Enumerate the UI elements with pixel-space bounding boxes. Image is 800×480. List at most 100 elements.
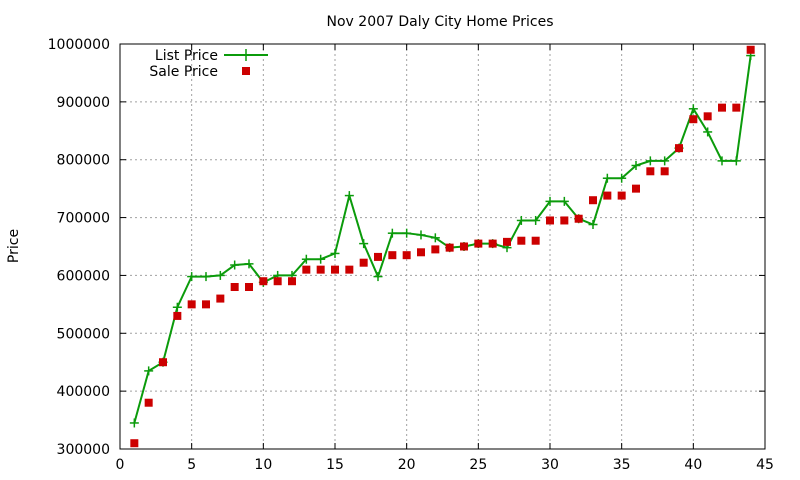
plot-frame <box>119 43 766 450</box>
y-tick-label: 500000 <box>57 326 110 342</box>
sale-price-point <box>560 216 569 225</box>
list-price-point <box>588 220 598 230</box>
sale-price-point <box>632 184 640 193</box>
list-price-point <box>316 254 326 264</box>
sale-price-point <box>259 277 268 286</box>
sale-price-point <box>503 237 511 246</box>
list-price-point <box>387 228 397 238</box>
y-tick-label: 300000 <box>57 442 110 458</box>
y-tick-label: 600000 <box>57 268 110 284</box>
list-price-point <box>545 196 555 206</box>
series-list-price <box>129 51 756 428</box>
list-price-point <box>645 156 655 166</box>
list-price-point <box>430 233 440 243</box>
sale-price-point <box>288 277 296 286</box>
sale-price-point <box>316 265 325 274</box>
sale-price-point <box>689 115 698 124</box>
x-tick-label: 15 <box>326 457 344 473</box>
x-tick-label: 45 <box>756 457 774 473</box>
x-tick-label: 0 <box>116 457 125 473</box>
list-price-line <box>133 55 752 424</box>
sale-price-point <box>746 45 755 54</box>
sale-price-point <box>474 239 483 248</box>
sale-price-point <box>345 265 354 274</box>
list-price-point <box>617 173 627 183</box>
list-price-point <box>731 156 741 166</box>
y-tick-label: 1000000 <box>48 37 110 53</box>
legend-label-list-price: List Price <box>155 48 218 64</box>
sale-price-point <box>173 311 182 320</box>
list-price-point <box>416 230 426 240</box>
y-axis-label: Price <box>6 229 22 263</box>
sale-price-point <box>488 239 497 248</box>
list-price-point <box>330 248 340 258</box>
sale-price-point <box>617 191 626 200</box>
list-price-point <box>531 215 541 225</box>
list-price-point <box>244 259 254 269</box>
sale-price-point <box>445 243 454 252</box>
list-price-point <box>660 156 670 166</box>
list-price-point <box>301 254 311 264</box>
sale-price-point <box>245 283 253 291</box>
legend-marker-list-price <box>240 49 252 61</box>
x-tick-label: 25 <box>469 457 487 473</box>
sale-price-point <box>732 103 741 112</box>
sale-price-point <box>646 167 655 176</box>
sale-price-point <box>202 300 210 309</box>
chart-title: Nov 2007 Daly City Home Prices <box>327 14 554 30</box>
legend-label-sale-price: Sale Price <box>149 64 218 80</box>
sale-price-point <box>187 300 196 309</box>
sale-price-point <box>230 283 239 291</box>
x-tick-label: 10 <box>254 457 272 473</box>
list-price-point <box>215 270 225 280</box>
sale-price-point <box>531 236 540 245</box>
axis-ticks <box>119 43 766 450</box>
grid <box>120 44 765 449</box>
x-tick-label: 20 <box>398 457 416 473</box>
x-tick-label: 30 <box>541 457 559 473</box>
sale-price-point <box>374 252 382 261</box>
x-tick-label: 5 <box>187 457 196 473</box>
sale-price-point <box>273 277 282 286</box>
list-price-point <box>688 104 698 114</box>
sale-price-point <box>703 112 712 121</box>
list-price-point <box>373 272 383 282</box>
y-tick-label: 400000 <box>57 384 110 400</box>
sale-price-point <box>603 191 612 200</box>
y-tick-label: 700000 <box>57 211 110 227</box>
tick-labels: 0 5 10 15 20 25 30 35 40 45 300000 400000 500000 6000… <box>48 37 774 473</box>
sale-price-point <box>359 258 368 267</box>
list-price-point <box>187 272 197 282</box>
list-price-point <box>717 156 727 166</box>
series <box>129 45 756 448</box>
sale-price-point <box>460 242 468 251</box>
sale-price-point <box>388 251 397 260</box>
list-price-point <box>230 260 240 270</box>
sale-price-point <box>159 358 167 367</box>
legend: List Price Sale Price <box>149 48 268 80</box>
list-price-point <box>144 366 154 376</box>
sale-price-point <box>517 236 526 245</box>
list-price-point <box>631 161 641 170</box>
list-price-point <box>201 272 211 282</box>
list-price-point <box>602 173 612 183</box>
sale-price-point <box>417 248 425 257</box>
sale-price-point <box>216 294 225 303</box>
sale-price-point <box>431 245 440 254</box>
sale-price-point <box>660 167 669 176</box>
sale-price-point <box>546 216 554 225</box>
x-tick-label: 35 <box>613 457 631 473</box>
list-price-point <box>516 215 526 225</box>
sale-price-point <box>718 103 726 112</box>
series-sale-price <box>130 45 755 448</box>
y-tick-label: 800000 <box>57 153 110 169</box>
sale-price-point <box>675 144 683 153</box>
sale-price-point <box>130 439 139 448</box>
sale-price-point <box>331 265 339 274</box>
list-price-point <box>359 239 369 249</box>
list-price-point <box>344 191 354 201</box>
sale-price-point <box>302 265 311 274</box>
list-price-point <box>172 302 182 312</box>
x-tick-label: 40 <box>684 457 702 473</box>
